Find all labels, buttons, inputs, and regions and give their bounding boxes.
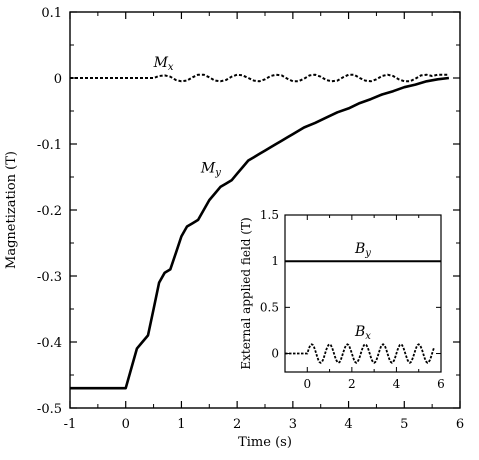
main-y-tick-label: 0 xyxy=(54,72,62,87)
series-label-by: By xyxy=(354,241,371,259)
inset-y-tick-label: 0 xyxy=(271,347,279,361)
main-x-tick-label: -1 xyxy=(64,417,77,432)
series-label-mx: Mx xyxy=(153,55,174,73)
main-x-tick-label: 3 xyxy=(289,417,297,432)
main-x-tick-label: 6 xyxy=(456,417,464,432)
series-label-bx: Bx xyxy=(354,324,371,342)
inset-x-tick-label: 2 xyxy=(348,377,356,391)
series-line-my xyxy=(70,76,450,390)
main-y-tick-label: -0.2 xyxy=(37,204,62,219)
main-chart: -1 0 1 2 3 4 5 6 0.1 0 -0.1 -0.2 -0.3 -0.4 -0.5 Time … xyxy=(4,6,464,450)
main-y-tick-label: -0.1 xyxy=(37,138,62,153)
inset-y-tick-label: 0.5 xyxy=(260,300,279,314)
inset-chart: 0 2 4 6 1.5 1 0.5 0 External applied field (T)… xyxy=(235,205,449,396)
inset-x-tick-label: 4 xyxy=(393,377,401,391)
main-y-tick-labels: 0.1 0 -0.1 -0.2 -0.3 -0.4 -0.5 xyxy=(37,6,62,417)
main-x-tick-label: 1 xyxy=(177,417,185,432)
main-series xyxy=(70,73,450,390)
main-y-tick-label: 0.1 xyxy=(41,6,62,21)
inset-series xyxy=(285,260,441,364)
inset-x-tick-labels: 0 2 4 6 xyxy=(303,377,444,391)
main-x-tick-labels: -1 0 1 2 3 4 5 6 xyxy=(64,417,464,432)
main-y-axis-label: Magnetization (T) xyxy=(4,151,19,269)
main-x-tick-label: 0 xyxy=(122,417,130,432)
main-x-tick-label: 2 xyxy=(233,417,241,432)
inset-background xyxy=(235,205,449,396)
inset-y-tick-label: 1 xyxy=(271,254,279,268)
inset-x-tick-label: 0 xyxy=(303,377,311,391)
main-x-tick-label: 4 xyxy=(344,417,352,432)
main-y-tick-label: -0.4 xyxy=(37,336,62,351)
main-x-tick-label: 5 xyxy=(400,417,408,432)
inset-y-axis-label: External applied field (T) xyxy=(239,217,253,369)
inset-y-tick-labels: 1.5 1 0.5 0 xyxy=(260,208,279,361)
main-y-tick-label: -0.5 xyxy=(37,402,62,417)
main-x-axis-label: Time (s) xyxy=(238,435,292,450)
inset-plot-frame xyxy=(284,214,442,373)
main-y-tick-label: -0.3 xyxy=(37,270,62,285)
inset-x-tick-label: 6 xyxy=(437,377,445,391)
inset-y-tick-label: 1.5 xyxy=(260,208,279,222)
series-line-mx xyxy=(70,73,449,83)
main-tick-marks xyxy=(69,11,461,409)
series-label-my: My xyxy=(200,160,221,178)
